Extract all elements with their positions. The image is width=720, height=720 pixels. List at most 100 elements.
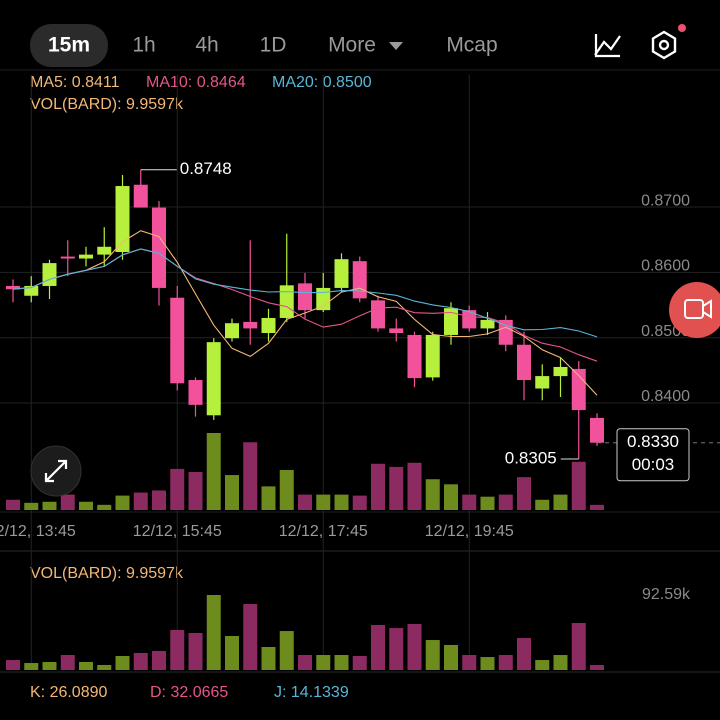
volume-bar [535, 660, 550, 670]
x-tick-label: 12/12, 15:45 [133, 523, 222, 540]
volume-bar [170, 468, 185, 510]
volume-bar [590, 664, 604, 670]
candle-body [206, 342, 221, 416]
volume-bar [553, 655, 568, 670]
volume-bar [334, 655, 349, 670]
candle-body [170, 297, 185, 384]
vol-panel-title: VOL(BARD): 9.9597k [30, 565, 184, 582]
tab[interactable]: Mcap [446, 34, 497, 57]
active-tab-bg[interactable] [30, 24, 108, 67]
volume-bar [352, 495, 367, 510]
volume-bar [97, 664, 112, 670]
volume-bar [225, 635, 239, 670]
volume-bar [371, 624, 385, 670]
candle-body [352, 261, 367, 299]
candle-body [79, 254, 93, 259]
candle-body [152, 207, 166, 288]
ma-line [12, 248, 598, 338]
candle-body [133, 184, 148, 208]
volume-bar [188, 632, 203, 670]
volume-bar [279, 469, 294, 510]
draw-tool-icon[interactable] [594, 34, 621, 58]
low-label: 0.8305 [505, 449, 557, 468]
ma20-label: MA20: 0.8500 [272, 74, 372, 91]
volume-bar [261, 646, 276, 670]
volume-bar [298, 494, 312, 510]
candle-body [97, 246, 112, 255]
volume-bar [444, 484, 458, 510]
volume-bar [188, 471, 203, 510]
d-label: D: 32.0665 [150, 684, 228, 701]
volume-bar [480, 496, 495, 510]
volume-bar [97, 504, 112, 510]
volume-bar [42, 661, 57, 670]
candle-body [553, 366, 568, 377]
volume-bar [444, 644, 458, 670]
volume-bar [243, 603, 258, 670]
candle-body [42, 263, 57, 286]
volume-bar [60, 494, 75, 510]
volume-bar [170, 629, 185, 670]
volume-bar [535, 499, 550, 510]
candle-body [24, 285, 39, 296]
volume-bar [206, 433, 221, 510]
ma-line [12, 230, 598, 396]
tab[interactable]: 4h [195, 34, 218, 57]
candle-body [225, 323, 239, 339]
expand-button[interactable] [30, 445, 82, 497]
record-button[interactable] [669, 282, 720, 338]
volume-bar [553, 494, 568, 510]
volume-bar [6, 499, 20, 510]
volume-bar [133, 652, 148, 670]
volume-bar [480, 657, 495, 670]
volume-bar [498, 494, 513, 510]
volume-bar [133, 492, 148, 510]
tab[interactable]: More [328, 34, 376, 57]
candle-body [444, 308, 458, 335]
volume-bar [517, 477, 531, 510]
high-label: 0.8748 [180, 159, 232, 178]
candle-body [407, 334, 422, 379]
volume-bar [498, 655, 513, 670]
volume-bar [316, 494, 331, 510]
last-price: 0.8330 [627, 432, 679, 451]
candle-body [480, 319, 495, 329]
candle-body [279, 285, 294, 318]
volume-bar [334, 494, 349, 510]
volume-bar [152, 490, 166, 510]
k-label: K: 26.0890 [30, 684, 108, 701]
countdown: 00:03 [632, 455, 675, 474]
x-tick-label: 12/12, 19:45 [425, 523, 514, 540]
volume-bar [425, 640, 440, 670]
volume-bar [590, 504, 604, 510]
x-tick-label: 12/12, 13:45 [0, 523, 76, 540]
tab[interactable]: 1D [260, 34, 287, 57]
candle-body [462, 310, 477, 329]
volume-bar [225, 475, 239, 510]
price-tick-label: 0.8600 [641, 258, 690, 275]
volume-bar [261, 486, 276, 510]
volume-bar [407, 462, 422, 510]
volume-bar [115, 655, 130, 670]
candle-body [115, 186, 130, 253]
candle-body [298, 283, 312, 311]
volume-bar [24, 502, 39, 510]
candle-body [535, 376, 550, 389]
volume-bar [316, 655, 331, 670]
ma10-label: MA10: 0.8464 [146, 74, 246, 91]
candle-body [371, 300, 385, 329]
volume-bar [517, 638, 531, 670]
j-label: J: 14.1339 [274, 684, 349, 701]
settings-icon[interactable] [651, 24, 686, 60]
tab[interactable]: 15m [48, 34, 90, 57]
price-tick-label: 0.8700 [641, 192, 690, 209]
volume-bar [462, 494, 477, 510]
volume-bar [389, 628, 404, 670]
volume-bar [152, 650, 166, 670]
tab[interactable]: 1h [132, 34, 155, 57]
volume-bar [42, 501, 57, 510]
volume-bar [24, 663, 39, 670]
candle-body [188, 380, 203, 405]
volume-bar [371, 463, 385, 510]
